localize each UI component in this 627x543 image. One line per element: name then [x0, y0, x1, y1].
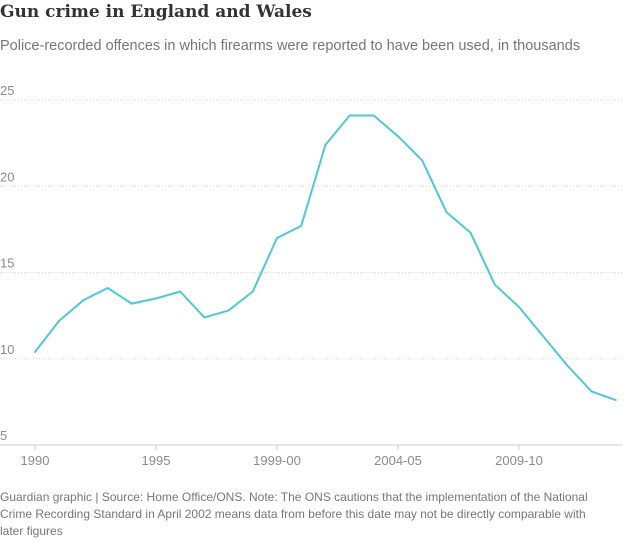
chart-title: Gun crime in England and Wales [0, 2, 312, 22]
data-point [494, 284, 496, 286]
y-tick-label: 20 [0, 169, 14, 184]
data-point [373, 115, 375, 117]
series-line [34, 114, 617, 402]
data-point [276, 237, 278, 239]
data-point [179, 290, 181, 292]
data-point [131, 303, 133, 305]
data-point [470, 232, 472, 234]
x-tick-label: 1999-00 [253, 453, 301, 468]
line-chart: 5 10 15 20 25 1990 1995 1999-00 2004-05 2009-10 [0, 83, 622, 468]
data-point [615, 399, 617, 401]
data-point [566, 365, 568, 367]
data-point [300, 225, 302, 227]
data-point [518, 306, 520, 308]
data-point [228, 309, 230, 311]
x-tick-label: 2004-05 [374, 453, 422, 468]
data-point [34, 351, 36, 353]
y-tick-label: 15 [0, 256, 14, 271]
data-point [324, 144, 326, 146]
data-point [203, 316, 205, 318]
data-point [445, 211, 447, 213]
y-tick-label: 25 [0, 83, 14, 98]
data-point [421, 159, 423, 161]
data-point [252, 290, 254, 292]
y-tick-label: 5 [0, 428, 7, 443]
x-tick-label: 1995 [142, 453, 171, 468]
x-tick-label: 2009-10 [495, 453, 543, 468]
data-point [591, 391, 593, 393]
source-footnote: Guardian graphic | Source: Home Office/O… [0, 490, 588, 538]
data-point [58, 320, 60, 322]
y-tick-label: 10 [0, 342, 14, 357]
x-tick-label: 1990 [21, 453, 50, 468]
chart-subtitle: Police-recorded offences in which firear… [0, 38, 581, 54]
data-point [107, 287, 109, 289]
data-point [542, 335, 544, 337]
data-point [349, 115, 351, 117]
data-point [155, 297, 157, 299]
data-point [397, 135, 399, 137]
data-point [82, 299, 84, 301]
